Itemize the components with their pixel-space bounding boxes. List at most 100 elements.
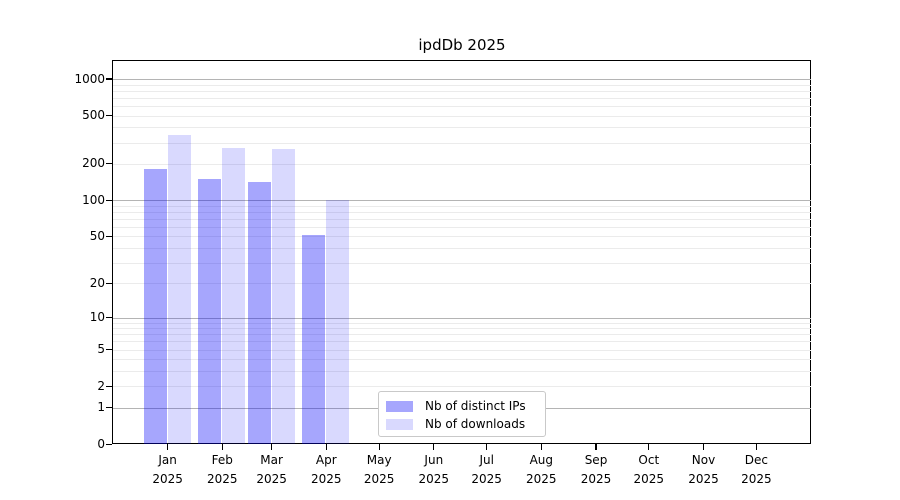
x-tick-label-month: Nov: [691, 453, 716, 467]
x-tick-label-year: 2025: [256, 472, 287, 486]
x-tick-label-month: Oct: [638, 453, 660, 467]
y-tick-mark: [106, 235, 112, 237]
legend-swatch-downloads: [386, 418, 413, 430]
minor-gridline: [113, 218, 811, 220]
y-tick-mark: [106, 407, 112, 409]
minor-gridline: [113, 105, 811, 107]
x-tick-label-month: May: [366, 453, 392, 467]
minor-gridline: [113, 328, 811, 330]
x-tick-mark: [755, 444, 757, 451]
y-tick-label: 10: [89, 310, 105, 324]
major-gridline: [113, 200, 811, 202]
x-tick-mark: [167, 444, 169, 451]
y-tick-mark: [106, 115, 112, 117]
x-tick-mark: [648, 444, 650, 451]
y-tick-label: 50: [89, 228, 105, 243]
minor-gridline: [113, 236, 811, 238]
legend-label-distinct-ips: Nb of distinct IPs: [425, 399, 526, 413]
x-tick-label-month: Aug: [529, 453, 554, 467]
x-tick-label-month: Jan: [158, 453, 177, 467]
minor-gridline: [113, 283, 811, 285]
x-tick-mark: [595, 444, 597, 451]
minor-gridline: [113, 97, 811, 99]
x-tick-label-month: Sep: [584, 453, 608, 467]
y-tick-mark: [106, 316, 112, 319]
bar-distinct-ips: [143, 168, 167, 445]
bar-downloads: [271, 149, 295, 445]
x-tick-mark: [325, 444, 327, 451]
x-tick-label-year: 2025: [741, 472, 772, 486]
legend-entry-distinct-ips: Nb of distinct IPs: [386, 397, 537, 415]
minor-gridline: [113, 341, 811, 343]
bar-downloads: [222, 147, 246, 445]
x-tick-mark: [221, 444, 223, 451]
y-tick-label: 500: [82, 108, 105, 123]
x-tick-mark: [378, 444, 380, 451]
minor-gridline: [113, 84, 811, 86]
minor-gridline: [113, 142, 811, 144]
bar-distinct-ips: [198, 179, 222, 445]
minor-gridline: [113, 90, 811, 92]
minor-gridline: [113, 359, 811, 361]
minor-gridline: [113, 334, 811, 336]
x-tick-mark: [702, 444, 705, 451]
x-tick-label-month: Feb: [211, 453, 233, 467]
x-tick-label-year: 2025: [526, 472, 557, 486]
y-tick-label: 20: [89, 275, 105, 290]
y-tick-mark: [106, 385, 112, 387]
x-tick-mark: [486, 444, 488, 451]
x-tick-label-month: Jun: [424, 453, 444, 467]
x-tick-label-year: 2025: [311, 472, 342, 486]
y-tick-label: 2: [97, 378, 105, 393]
x-tick-label-year: 2025: [363, 472, 395, 486]
minor-gridline: [113, 115, 811, 117]
bar-distinct-ips: [247, 181, 271, 445]
x-tick-label-month: Apr: [315, 453, 337, 467]
minor-gridline: [113, 226, 811, 228]
x-tick-label-month: Jul: [479, 453, 494, 467]
y-tick-label: 5: [97, 342, 105, 357]
y-tick-label: 100: [82, 192, 105, 207]
minor-gridline: [113, 163, 811, 165]
minor-gridline: [113, 322, 811, 324]
bar-downloads: [167, 135, 191, 445]
x-tick-label-month: Mar: [260, 453, 283, 467]
legend-entry-downloads: Nb of downloads: [386, 415, 537, 433]
legend-label-downloads: Nb of downloads: [425, 417, 526, 431]
plot-area: [112, 60, 811, 444]
minor-gridline: [113, 262, 811, 264]
minor-gridline: [113, 247, 811, 249]
y-tick-mark: [106, 163, 112, 165]
y-tick-label: 1: [97, 400, 105, 415]
minor-gridline: [113, 127, 811, 129]
x-tick-label-year: 2025: [418, 472, 450, 486]
minor-gridline: [113, 386, 811, 388]
x-tick-label-year: 2025: [633, 472, 665, 486]
x-tick-label-year: 2025: [207, 472, 238, 486]
y-tick-label: 0: [97, 436, 105, 451]
x-tick-label-month: Dec: [744, 453, 768, 467]
major-gridline: [113, 79, 811, 80]
y-tick-label: 1000: [74, 71, 105, 86]
minor-gridline: [113, 349, 811, 351]
x-tick-label-year: 2025: [471, 472, 502, 486]
x-tick-label-year: 2025: [580, 472, 612, 486]
y-tick-mark: [106, 199, 112, 201]
x-tick-mark: [433, 444, 435, 451]
y-tick-label: 200: [82, 156, 105, 171]
minor-gridline: [113, 371, 811, 372]
minor-gridline: [113, 211, 811, 213]
bar-downloads: [326, 200, 350, 445]
major-gridline: [113, 317, 811, 319]
y-tick-mark: [106, 349, 112, 351]
legend: Nb of distinct IPs Nb of downloads: [378, 391, 546, 437]
minor-gridline: [113, 205, 811, 207]
x-tick-mark: [271, 444, 273, 451]
x-tick-label-year: 2025: [688, 472, 719, 486]
legend-swatch-distinct-ips: [386, 400, 413, 412]
chart-title: ipdDb 2025: [418, 36, 506, 54]
y-tick-mark: [106, 443, 112, 445]
bar-distinct-ips: [302, 235, 326, 445]
y-tick-mark: [106, 282, 112, 284]
